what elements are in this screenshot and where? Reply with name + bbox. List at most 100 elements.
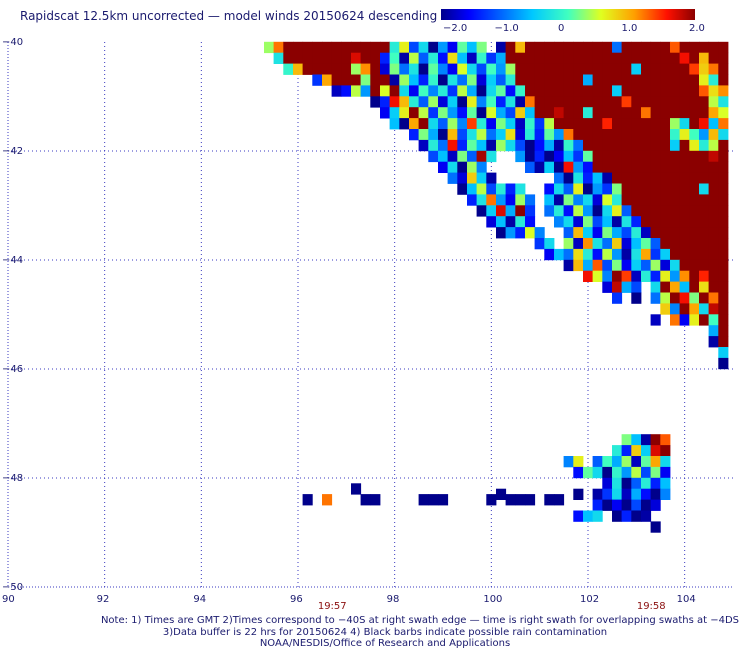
wind-cell <box>602 248 613 261</box>
wind-cell <box>380 85 391 97</box>
wind-cell <box>428 52 439 64</box>
wind-cell <box>689 139 700 152</box>
wind-cell <box>708 139 719 152</box>
wind-cell <box>351 63 362 75</box>
wind-cell <box>505 205 516 217</box>
wind-cell <box>486 216 497 228</box>
wind-cell <box>563 139 574 152</box>
y-tick-label: −42 <box>2 146 23 157</box>
wind-cell <box>621 499 632 511</box>
wind-cell <box>621 216 632 228</box>
wind-cell <box>476 139 487 152</box>
wind-cell <box>679 227 690 239</box>
wind-cell <box>670 41 681 54</box>
wind-cell <box>641 118 652 130</box>
wind-cell <box>602 259 613 272</box>
wind-cell <box>592 488 603 500</box>
wind-cell <box>293 41 304 54</box>
wind-cell <box>351 41 362 54</box>
wind-cell <box>621 477 632 490</box>
wind-cell <box>699 150 710 163</box>
wind-cell <box>389 107 400 119</box>
wind-cell <box>457 118 468 130</box>
wind-cell <box>650 63 661 75</box>
wind-cell <box>592 172 603 184</box>
wind-cell <box>708 150 719 163</box>
wind-cell <box>467 161 478 173</box>
wind-cell <box>476 41 487 54</box>
wind-cell <box>351 85 362 97</box>
wind-cell <box>283 63 294 75</box>
wind-cell <box>641 194 652 206</box>
wind-cell <box>544 96 555 108</box>
wind-cell <box>612 41 623 54</box>
wind-cell <box>679 129 690 141</box>
wind-cell <box>496 205 507 217</box>
wind-cell <box>515 183 526 195</box>
wind-cell <box>525 41 536 54</box>
wind-cell <box>689 161 700 173</box>
wind-cell <box>641 238 652 250</box>
wind-cell <box>554 74 565 86</box>
wind-cell <box>689 270 700 282</box>
wind-cell <box>641 172 652 184</box>
wind-cell <box>679 281 690 293</box>
wind-cell <box>447 107 458 119</box>
wind-cell <box>592 118 603 130</box>
colorbar-tick-label: 1.0 <box>622 23 638 34</box>
wind-cell <box>612 477 623 490</box>
wind-cell <box>650 118 661 130</box>
wind-cell <box>708 63 719 75</box>
wind-cell <box>612 445 623 457</box>
wind-cell <box>525 118 536 130</box>
wind-cell <box>602 477 613 490</box>
wind-cell <box>380 96 391 108</box>
wind-cell <box>447 150 458 163</box>
wind-cell <box>679 194 690 206</box>
wind-cell <box>602 227 613 239</box>
wind-cell <box>689 238 700 250</box>
wind-cell <box>583 41 594 54</box>
wind-cell <box>496 118 507 130</box>
wind-cell <box>592 139 603 152</box>
wind-cell <box>322 41 333 54</box>
wind-cell <box>621 129 632 141</box>
wind-cell <box>573 172 584 184</box>
wind-cell <box>476 172 487 184</box>
wind-cell <box>399 85 410 97</box>
wind-cell <box>554 85 565 97</box>
wind-cell <box>554 161 565 173</box>
wind-cell <box>592 205 603 217</box>
wind-cell <box>438 85 449 97</box>
wind-cell <box>602 129 613 141</box>
wind-cell <box>631 118 642 130</box>
wind-cell <box>699 281 710 293</box>
wind-cell <box>583 183 594 195</box>
wind-cell <box>612 118 623 130</box>
wind-cell <box>563 216 574 228</box>
wind-cell <box>476 85 487 97</box>
wind-cell <box>689 96 700 108</box>
wind-cell <box>650 227 661 239</box>
wind-cell <box>592 74 603 86</box>
wind-cell <box>641 161 652 173</box>
wind-cell <box>583 510 594 522</box>
wind-cell <box>612 259 623 272</box>
wind-cell <box>563 259 574 272</box>
wind-cell <box>573 227 584 239</box>
wind-cell <box>708 85 719 97</box>
wind-cell <box>660 488 671 500</box>
wind-cell <box>718 52 729 64</box>
wind-cell <box>631 85 642 97</box>
wind-cell <box>612 63 623 75</box>
wind-cell <box>563 118 574 130</box>
wind-cell <box>670 118 681 130</box>
wind-cell <box>389 74 400 86</box>
wind-cell <box>515 52 526 64</box>
wind-cell <box>563 183 574 195</box>
wind-cell <box>631 63 642 75</box>
wind-cell <box>534 118 545 130</box>
wind-cell <box>650 270 661 282</box>
wind-cell <box>670 248 681 261</box>
wind-cell <box>486 183 497 195</box>
